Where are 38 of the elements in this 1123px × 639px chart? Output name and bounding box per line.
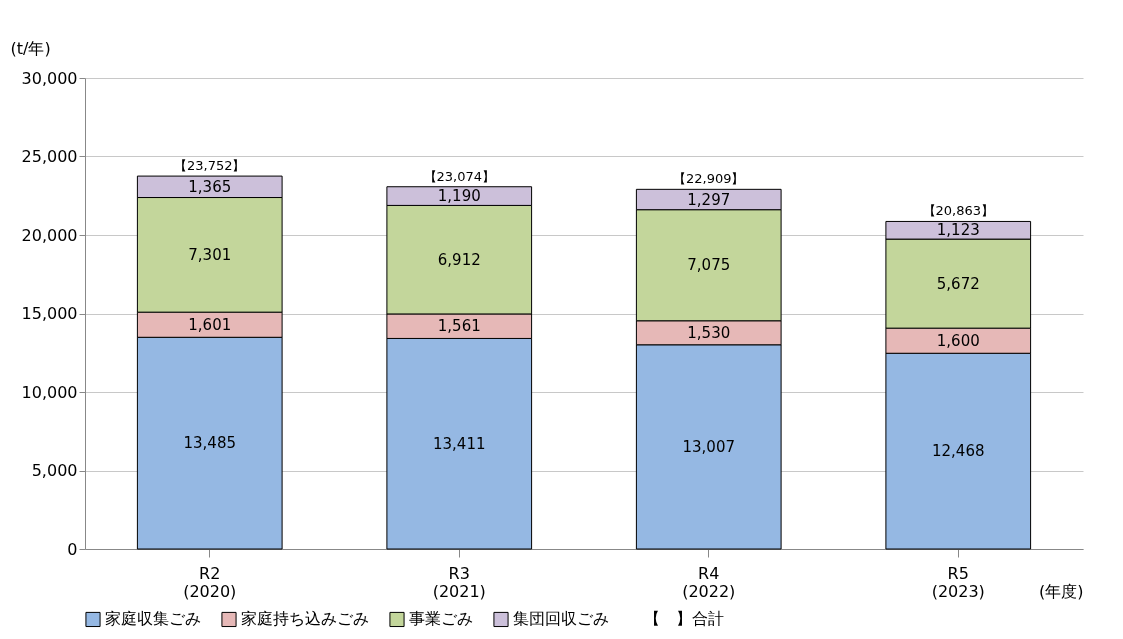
text: 1,601 (188, 315, 232, 334)
text: 13,007 (682, 437, 735, 456)
x-axis-title: (年度) (1039, 581, 1084, 601)
text: 5,672 (936, 274, 980, 293)
text: 1,365 (188, 177, 232, 196)
y-axis-title: (t/年) (10, 38, 51, 58)
y-tick-label: 30,000 (21, 68, 78, 88)
text: 1,600 (936, 331, 980, 350)
text: 1,561 (437, 317, 481, 336)
y-tick-label: 10,000 (21, 382, 78, 402)
legend-label: 集団回収ごみ (513, 609, 609, 629)
y-tick-label: 20,000 (21, 225, 78, 245)
total-label: 【22,909】 (673, 171, 745, 187)
x-tick-label: R3 (2021) (432, 563, 486, 601)
y-tick-label: 25,000 (21, 147, 78, 166)
text: 1,123 (936, 221, 980, 240)
text: 1,530 (687, 323, 731, 342)
legend-label: 家庭収集ごみ (105, 609, 201, 629)
total-label: 【23,074】 (423, 168, 495, 184)
text: 13,411 (433, 434, 486, 453)
x-tick-label: R4 (2022) (682, 563, 736, 601)
text: 【 】合計 (643, 609, 724, 628)
total-label: 【20,863】 (922, 203, 994, 219)
x-tick-label: R5 (2023) (931, 563, 985, 601)
legend-label: 事業ごみ (409, 609, 473, 629)
text: 1,297 (687, 190, 731, 209)
y-tick-label: 0 (67, 539, 78, 559)
x-tick-label: R2 (2020) (183, 563, 237, 601)
text: 6,912 (437, 250, 481, 269)
text: 12,468 (932, 442, 985, 461)
text: 7,301 (188, 245, 232, 264)
y-tick-label: 15,000 (21, 304, 78, 323)
text: 1,190 (437, 187, 481, 206)
text: 7,075 (687, 256, 731, 275)
legend-label: 家庭持ち込みごみ (241, 609, 369, 629)
text: 13,485 (183, 434, 236, 453)
total-label: 【23,752】 (174, 158, 246, 174)
y-tick-label: 5,000 (31, 461, 78, 480)
